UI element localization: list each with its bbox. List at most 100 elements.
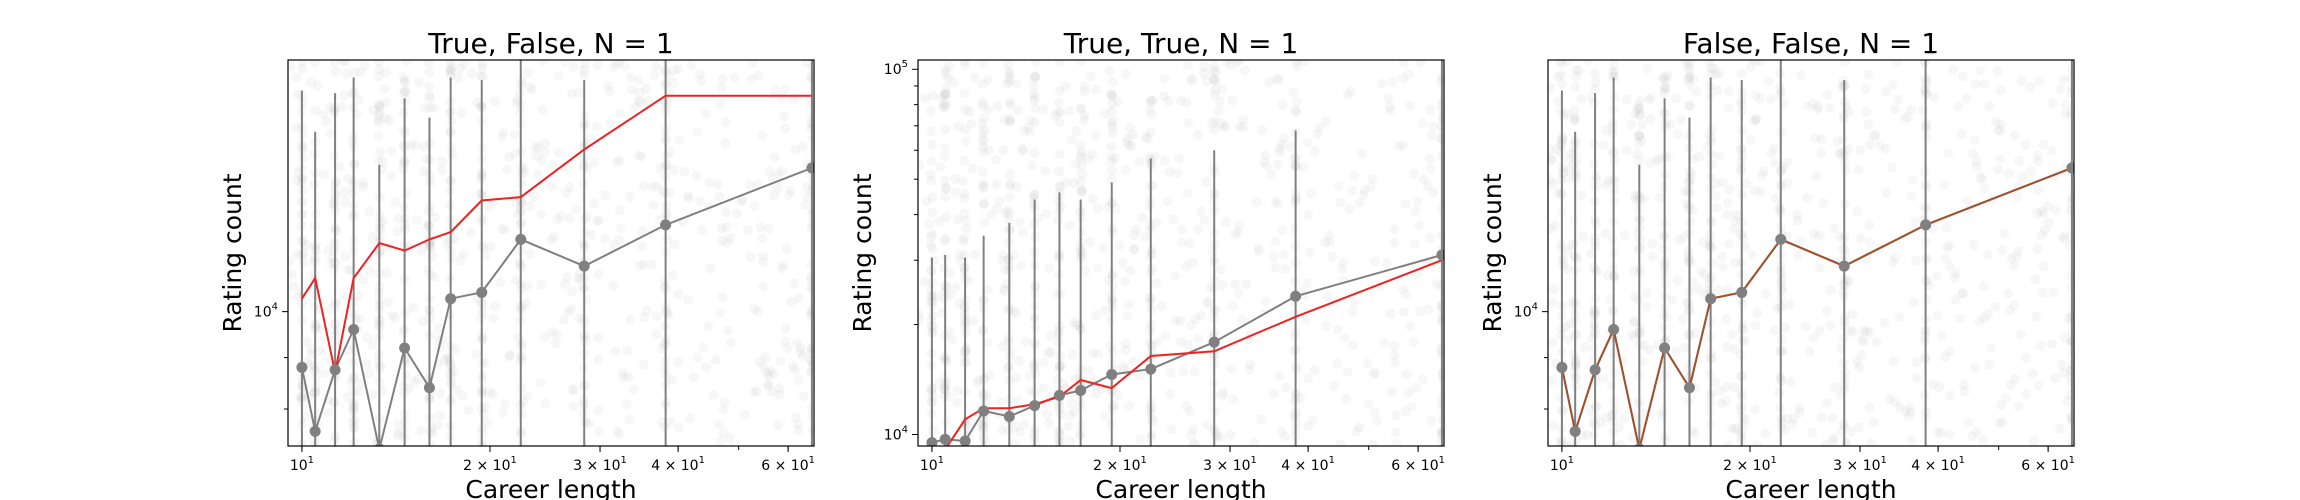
background-point [1645,114,1655,125]
background-point [419,166,429,177]
background-point [1069,316,1080,327]
background-point [1227,95,1238,106]
background-point [984,145,994,156]
background-point [1193,224,1204,235]
background-point [1755,94,1766,104]
background-point [1912,373,1923,384]
background-point [1226,364,1237,374]
background-point [463,405,474,416]
background-point [1782,178,1793,189]
background-point [1210,76,1221,87]
background-point [1586,248,1597,259]
background-point [445,70,456,81]
x-tick-exp: 1 [1329,455,1335,466]
background-point [757,233,768,244]
background-point [1899,113,1910,124]
background-point [603,86,614,97]
background-point [927,229,938,240]
background-point [1092,203,1103,214]
background-point [1005,181,1016,192]
background-point [1724,239,1735,250]
background-point [1270,196,1281,206]
background-point [1002,78,1013,89]
background-point [1905,402,1916,413]
background-point [624,191,635,202]
background-point [1758,166,1769,177]
background-point [552,214,563,225]
background-point [293,168,304,178]
background-point [2016,329,2026,340]
background-point [1894,312,1905,323]
background-point [763,381,774,392]
background-point [955,255,966,266]
background-point [1135,371,1146,382]
background-point [935,162,946,173]
background-point [1828,433,1839,444]
background-point [1908,297,1919,308]
background-point [618,372,629,383]
background-point [1210,89,1220,100]
background-point [398,72,409,83]
background-point [1689,428,1700,439]
background-point [619,61,630,72]
background-point [1238,114,1249,125]
background-point [1621,145,1632,156]
background-point [1750,60,1761,67]
background-points [918,60,1444,446]
background-point [1418,173,1429,184]
background-point [970,249,981,260]
background-point [1090,389,1101,399]
background-point [1971,426,1982,437]
background-point [1014,427,1025,438]
background-point [530,143,541,153]
background-point [1680,60,1691,68]
background-point [943,392,954,403]
background-point [714,419,725,430]
x-tick-exp: 1 [1959,455,1965,466]
background-point [1358,189,1369,200]
background-point [1740,414,1751,425]
background-point [977,182,988,193]
background-point [1548,337,1558,348]
background-point [1558,255,1569,266]
background-point [1633,100,1644,111]
background-point [1869,131,1880,142]
background-point [920,93,931,104]
background-point [1398,307,1409,318]
background-point [459,60,470,69]
background-point [1389,224,1400,235]
x-axis-label: Career length [1725,475,1896,500]
background-point [739,409,750,420]
background-point [2059,231,2069,242]
background-point [638,259,649,270]
background-point [1570,64,1581,75]
background-point [684,413,695,424]
background-point [1693,284,1704,295]
background-point [1995,118,2006,129]
background-point [1903,411,1914,422]
background-point [1661,311,1672,322]
background-point [1079,110,1090,121]
background-point [1684,60,1695,68]
background-point [531,151,542,162]
background-point [1778,162,1789,173]
background-point [2032,243,2043,254]
background-point [1041,209,1052,220]
background-point [1090,84,1101,95]
background-point [509,129,520,140]
background-point [1055,182,1066,193]
background-point [1950,294,1961,305]
background-point [1589,68,1600,79]
background-point [376,164,387,175]
background-point [939,90,950,101]
background-point [1843,144,1854,155]
background-point [1411,382,1422,393]
background-point [1942,242,1953,253]
background-point [1835,231,1846,242]
background-point [1750,90,1761,101]
background-point [550,338,561,349]
background-point [536,209,547,219]
background-point [1774,387,1785,398]
y-tick-label: 104 [884,424,908,443]
background-point [1955,313,1965,324]
